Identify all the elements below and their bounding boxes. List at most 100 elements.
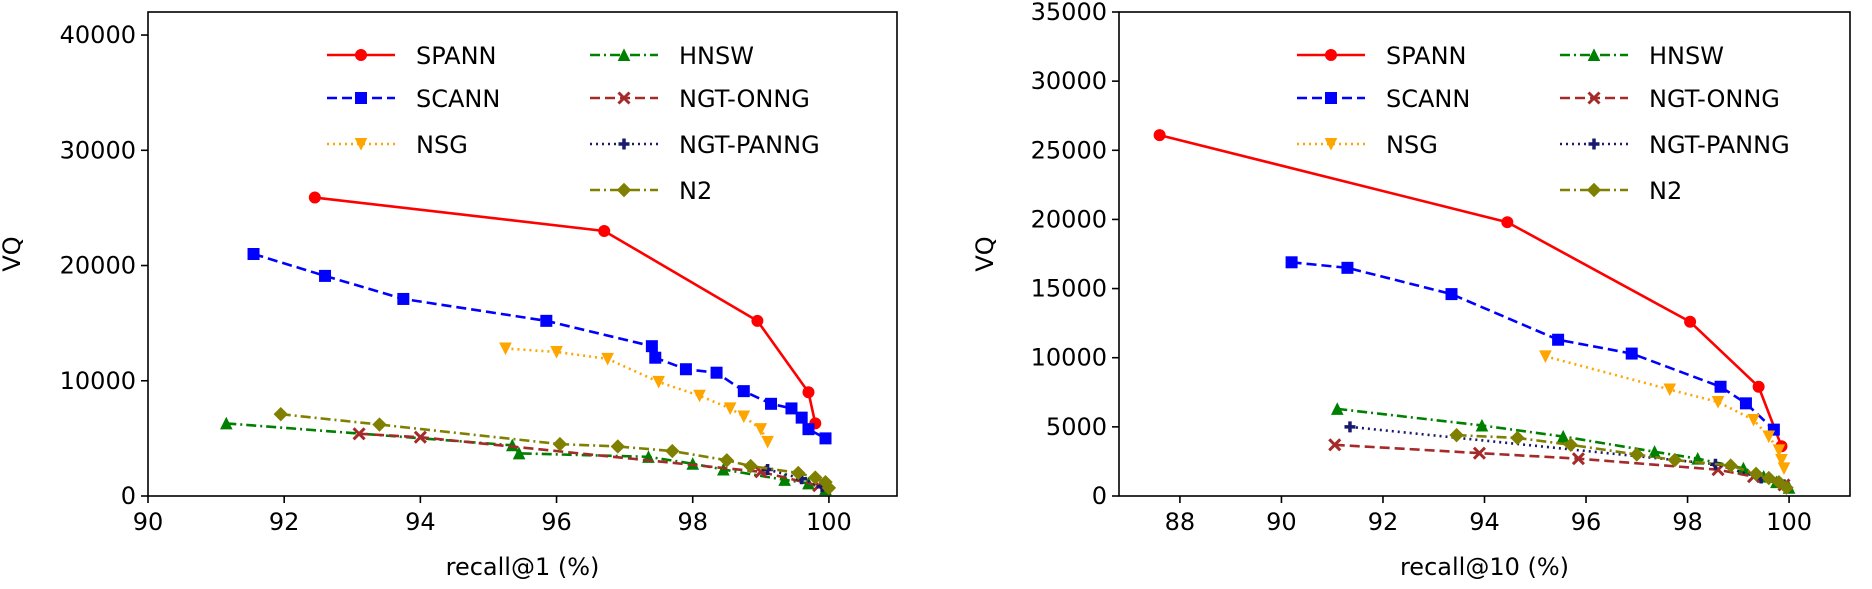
series-line [253, 252, 827, 440]
x-tick-label: 98 [1672, 508, 1703, 536]
data-point [552, 436, 568, 452]
data-point [649, 351, 662, 364]
data-point [1475, 418, 1489, 432]
x-tick-label: 90 [133, 508, 164, 536]
data-point [785, 402, 798, 415]
legend-label: HNSW [679, 42, 754, 70]
x-tick-label: 90 [1266, 508, 1297, 536]
data-point [1779, 480, 1794, 495]
legend-marker [1588, 138, 1600, 150]
data-point [1667, 452, 1683, 468]
legend-item-ngt-panng: NGT-PANNG [590, 131, 820, 159]
legend-label: HNSW [1649, 42, 1724, 70]
legend-marker [355, 92, 367, 104]
data-point [1445, 288, 1458, 301]
data-point [808, 470, 823, 485]
data-point [319, 269, 332, 282]
y-tick-label: 40000 [60, 21, 136, 49]
data-point [1539, 350, 1552, 363]
chart-panel-recall-at-1: 90 92 94 96 98 100 0 10000 20000 30000 40000 recall… [0, 11, 898, 581]
x-tick-label: 92 [1368, 508, 1399, 536]
data-point [719, 453, 734, 468]
legend-item-n2: N2 [590, 177, 712, 205]
legend-marker [618, 138, 630, 150]
data-point [1330, 402, 1344, 415]
legend-item-ngt-onng: NGT-ONNG [1560, 85, 1780, 113]
data-point [1767, 423, 1780, 436]
data-point [1472, 446, 1486, 460]
data-point [512, 446, 526, 460]
legend-marker [354, 138, 368, 151]
data-point [1552, 333, 1565, 346]
series-scann [1285, 256, 1780, 436]
y-tick-label: 35000 [1031, 0, 1107, 26]
data-point [723, 402, 737, 416]
data-point [1714, 380, 1727, 393]
data-point [1711, 395, 1725, 409]
y-tick-label: 10000 [1031, 344, 1107, 372]
data-point [1153, 129, 1166, 142]
series-spann [1153, 129, 1788, 453]
series-hnsw [219, 416, 832, 496]
data-point [1510, 430, 1525, 446]
x-tick-label: 96 [541, 508, 572, 536]
x-tick-label: 100 [1766, 508, 1812, 536]
data-point [665, 443, 680, 459]
legend-label: NGT-PANNG [1649, 131, 1790, 159]
legend-marker [616, 182, 632, 198]
y-tick-label: 5000 [1046, 413, 1107, 441]
data-point [1761, 470, 1776, 486]
data-point [1684, 315, 1697, 328]
y-tick-label: 25000 [1031, 136, 1107, 164]
legend-label: SCANN [1386, 85, 1470, 113]
x-tick-label: 94 [405, 508, 436, 536]
legend-label: NSG [1386, 131, 1438, 159]
series-line [1291, 261, 1775, 431]
legend-marker [1587, 48, 1601, 61]
data-point [308, 191, 321, 204]
series-n2 [1449, 427, 1794, 495]
series-spann [308, 191, 822, 430]
legend-item-spann: SPANN [1297, 42, 1467, 70]
legend: SPANN SCANN NSG HNSW NGT-ONNG NGT-PANNG N2 [327, 42, 820, 205]
x-tick-label: 100 [806, 508, 852, 536]
legend-label: N2 [1649, 177, 1682, 205]
data-point [550, 345, 563, 359]
data-point [802, 386, 815, 399]
data-point [778, 473, 791, 486]
series-scann [247, 248, 832, 445]
series-ngt-panng [1344, 421, 1790, 491]
data-point [1777, 462, 1791, 475]
legend-item-ngt-panng: NGT-PANNG [1560, 131, 1790, 159]
data-point [372, 417, 387, 432]
data-point [1629, 447, 1644, 462]
data-point [761, 435, 774, 449]
legend-item-hnsw: HNSW [1560, 42, 1724, 70]
data-point [610, 439, 626, 454]
x-axis-label: recall@10 (%) [1400, 553, 1569, 581]
legend-label: NSG [416, 131, 468, 159]
legend-label: SPANN [1386, 42, 1467, 70]
data-point [1625, 347, 1638, 360]
y-axis-label: VQ [971, 236, 999, 271]
data-point [1748, 466, 1764, 482]
y-tick-label: 10000 [60, 367, 136, 395]
data-point [1762, 430, 1776, 444]
x-axis-label: recall@1 (%) [446, 553, 600, 581]
data-point [1449, 427, 1464, 443]
series-group [219, 191, 837, 496]
data-point [601, 352, 614, 366]
data-point [247, 248, 260, 260]
legend-item-n2: N2 [1560, 177, 1682, 205]
series-line [1349, 425, 1785, 487]
series-nsg [1539, 350, 1791, 475]
x-tick-label: 94 [1469, 508, 1500, 536]
legend-item-scann: SCANN [327, 85, 500, 113]
data-point [1772, 444, 1786, 457]
data-point [1285, 256, 1298, 269]
data-point [1341, 261, 1354, 274]
data-point [1344, 421, 1356, 433]
data-point [791, 465, 806, 481]
series-nsg [499, 342, 774, 449]
data-point [219, 416, 233, 430]
